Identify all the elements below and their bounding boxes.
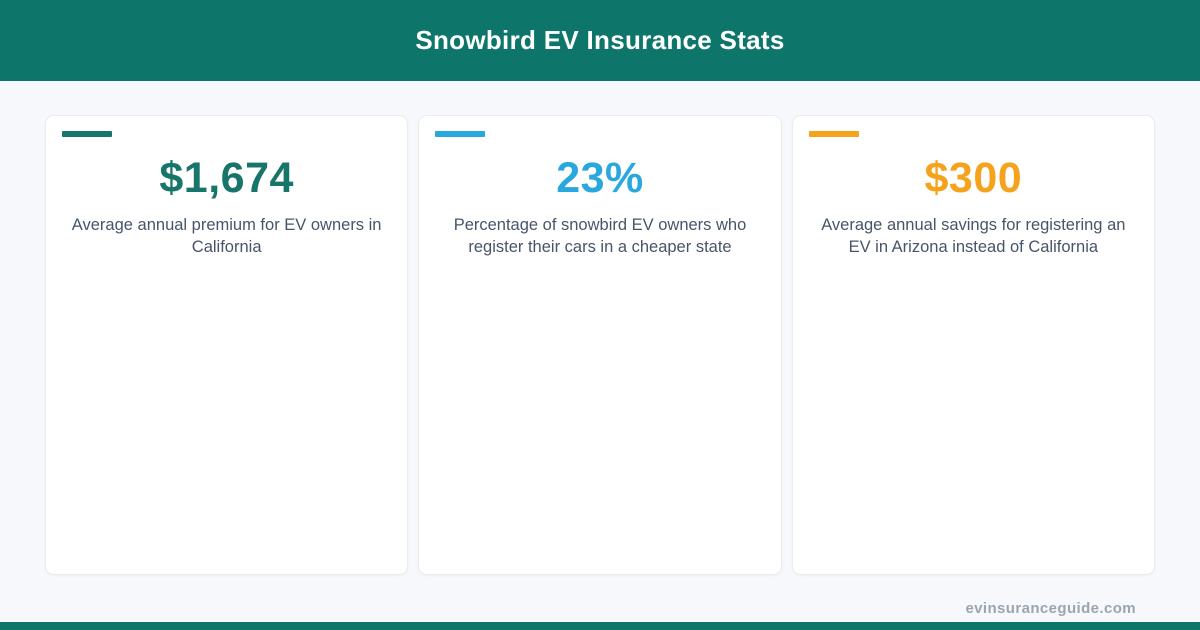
accent-bar: [435, 131, 486, 137]
stat-value: 23%: [556, 154, 644, 202]
stat-value: $300: [924, 154, 1023, 202]
stats-cards-row: $1,674 Average annual premium for EV own…: [0, 81, 1200, 575]
bottom-accent-strip: [0, 622, 1200, 630]
page-title: Snowbird EV Insurance Stats: [415, 25, 785, 55]
stat-description: Percentage of snowbird EV owners who reg…: [453, 216, 747, 257]
stat-card-percentage: 23% Percentage of snowbird EV owners who…: [418, 115, 782, 575]
stat-description: Average annual savings for registering a…: [821, 216, 1126, 257]
stat-description: Average annual premium for EV owners in …: [71, 216, 382, 257]
stat-card-savings: $300 Average annual savings for register…: [791, 115, 1155, 575]
website-credit: evinsuranceguide.com: [965, 600, 1136, 617]
stat-card-premium: $1,674 Average annual premium for EV own…: [45, 115, 409, 575]
accent-bar: [808, 131, 859, 137]
accent-bar: [62, 131, 112, 137]
stat-value: $1,674: [159, 154, 294, 202]
header-banner: Snowbird EV Insurance Stats: [0, 0, 1200, 81]
